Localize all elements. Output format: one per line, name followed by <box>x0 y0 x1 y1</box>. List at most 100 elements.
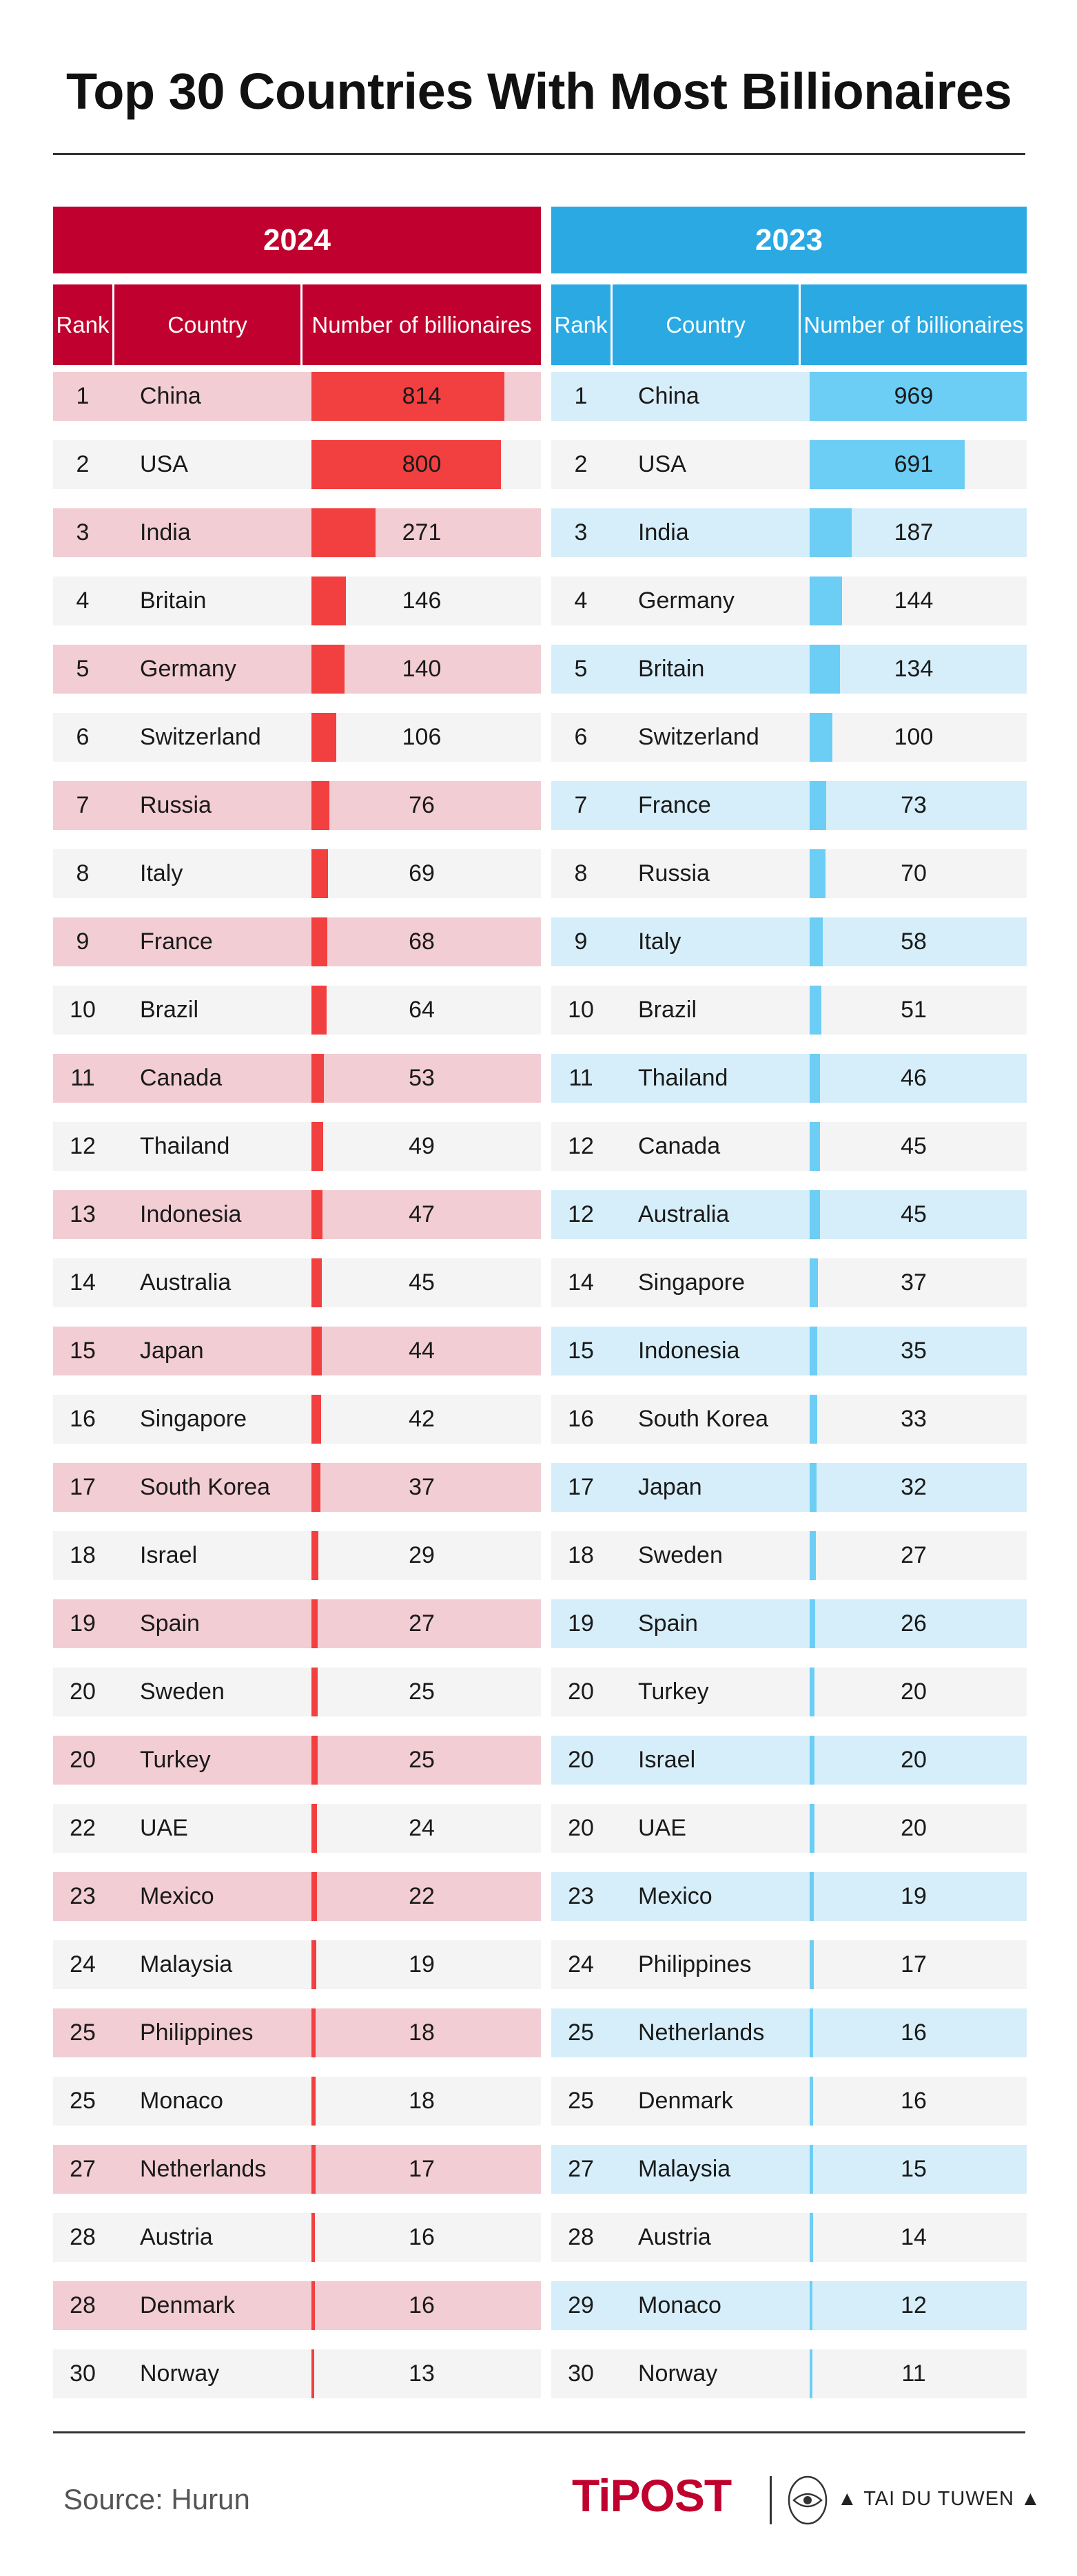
country-cell: Norway <box>638 2360 718 2387</box>
table-row: 3 India 271 <box>53 508 541 557</box>
table-row: 27 Netherlands 17 <box>53 2145 541 2194</box>
country-cell: Malaysia <box>638 2156 731 2182</box>
rank-cell: 11 <box>70 1065 95 1091</box>
value-label: 45 <box>901 1133 927 1159</box>
value-label: 144 <box>894 588 934 614</box>
table-row: 23 Mexico 22 <box>53 1872 541 1921</box>
value-bar <box>810 1327 817 1375</box>
rank-cell: 25 <box>568 2019 594 2046</box>
table-row: 9 France 68 <box>53 917 541 966</box>
country-cell: Denmark <box>140 2292 235 2318</box>
country-cell: Sweden <box>140 1679 225 1705</box>
value-label: 53 <box>409 1065 435 1091</box>
country-cell: UAE <box>638 1815 686 1841</box>
rank-cell: 8 <box>76 860 90 886</box>
value-bar <box>810 577 842 625</box>
table-row: 15 Japan 44 <box>53 1327 541 1375</box>
value-bar <box>810 2349 812 2398</box>
value-bar <box>810 2008 813 2057</box>
rank-header: Rank <box>53 284 112 365</box>
value-label: 29 <box>409 1542 435 1568</box>
value-label: 15 <box>901 2156 927 2182</box>
rank-cell: 28 <box>70 2224 96 2250</box>
country-header: Country <box>114 284 300 365</box>
country-cell: Philippines <box>638 1951 752 1977</box>
table-row: 28 Austria 16 <box>53 2213 541 2262</box>
value-label: 17 <box>901 1951 927 1977</box>
country-cell: Malaysia <box>140 1951 233 1977</box>
rank-cell: 13 <box>70 1201 96 1227</box>
value-bar <box>311 1940 316 1989</box>
value-label: 146 <box>402 588 442 614</box>
rank-cell: 18 <box>70 1542 96 1568</box>
table-row: 12 Thailand 49 <box>53 1122 541 1171</box>
value-label: 26 <box>901 1610 927 1637</box>
country-cell: UAE <box>140 1815 188 1841</box>
table-row: 19 Spain 26 <box>551 1599 1027 1648</box>
value-bar <box>810 986 821 1035</box>
country-cell: South Korea <box>140 1474 271 1500</box>
value-bar <box>810 781 826 830</box>
table-row: 9 Italy 58 <box>551 917 1027 966</box>
value-bar <box>810 849 825 898</box>
year-header-2024: 2024 <box>53 207 541 273</box>
table-row: 17 Japan 32 <box>551 1463 1027 1512</box>
rank-cell: 12 <box>568 1133 594 1159</box>
country-cell: Australia <box>638 1201 730 1227</box>
table-row: 11 Thailand 46 <box>551 1054 1027 1103</box>
table-2024: 2024 Rank Country Number of billionaires… <box>53 207 541 2398</box>
value-bar <box>810 1599 815 1648</box>
country-cell: Turkey <box>140 1747 211 1773</box>
rank-cell: 4 <box>574 588 588 614</box>
table-row: 25 Philippines 18 <box>53 2008 541 2057</box>
table-row: 13 Indonesia 47 <box>53 1190 541 1239</box>
value-label: 45 <box>901 1201 927 1227</box>
value-bar <box>810 2145 813 2194</box>
value-label: 24 <box>409 1815 435 1841</box>
rank-cell: 15 <box>70 1338 96 1364</box>
value-bar <box>311 1190 322 1239</box>
value-label: 20 <box>901 1747 927 1773</box>
table-row: 11 Canada 53 <box>53 1054 541 1103</box>
table-row: 24 Malaysia 19 <box>53 1940 541 1989</box>
value-label: 16 <box>901 2088 927 2114</box>
rank-cell: 2 <box>76 451 90 477</box>
table-row: 18 Israel 29 <box>53 1531 541 1580</box>
table-row: 22 UAE 24 <box>53 1804 541 1853</box>
value-label: 68 <box>409 928 435 955</box>
value-label: 76 <box>409 792 435 818</box>
value-label: 18 <box>409 2019 435 2046</box>
value-label: 800 <box>402 451 442 477</box>
rank-cell: 1 <box>574 383 588 409</box>
table-row: 15 Indonesia 35 <box>551 1327 1027 1375</box>
rank-cell: 12 <box>568 1201 594 1227</box>
value-label: 37 <box>901 1269 927 1296</box>
table-row: 24 Philippines 17 <box>551 1940 1027 1989</box>
value-bar <box>810 1872 814 1921</box>
country-cell: Indonesia <box>140 1201 242 1227</box>
rank-cell: 20 <box>568 1679 594 1705</box>
rank-cell: 30 <box>568 2360 594 2387</box>
country-cell: Denmark <box>638 2088 733 2114</box>
rank-cell: 4 <box>76 588 90 614</box>
rank-cell: 10 <box>70 997 96 1023</box>
value-label: 25 <box>409 1679 435 1705</box>
year-header-2023: 2023 <box>551 207 1027 273</box>
country-cell: Spain <box>140 1610 200 1637</box>
page-title: Top 30 Countries With Most Billionaires <box>66 63 1012 120</box>
table-row: 25 Netherlands 16 <box>551 2008 1027 2057</box>
value-bar <box>810 2213 813 2262</box>
table-row: 2 USA 691 <box>551 440 1027 489</box>
country-cell: Italy <box>140 860 183 886</box>
value-bar <box>311 2213 315 2262</box>
table-row: 6 Switzerland 100 <box>551 713 1027 762</box>
value-bar <box>810 917 823 966</box>
rank-cell: 3 <box>76 519 90 546</box>
rank-cell: 30 <box>70 2360 96 2387</box>
table-row: 20 UAE 20 <box>551 1804 1027 1853</box>
value-label: 17 <box>409 2156 435 2182</box>
value-bar <box>810 713 832 762</box>
table-row: 14 Australia 45 <box>53 1258 541 1307</box>
rank-cell: 28 <box>70 2292 96 2318</box>
value-label: 45 <box>409 1269 435 1296</box>
